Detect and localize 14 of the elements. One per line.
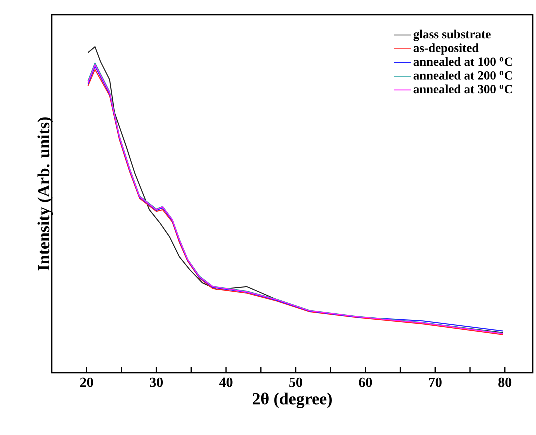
x-tick-label: 60 bbox=[359, 378, 372, 388]
x-tick-label: 80 bbox=[498, 378, 512, 388]
legend-label: glass substrate bbox=[414, 30, 491, 42]
x-tick-label: 30 bbox=[150, 378, 164, 388]
legend-label: annealed at 100 $^{o}$C bbox=[414, 57, 512, 66]
legend-label: as-deposited bbox=[414, 44, 479, 55]
y-axis-title: Intensity (Arb. units) bbox=[38, 118, 54, 271]
x-axis-title: 2θ (degree) bbox=[252, 392, 332, 408]
legend-label: annealed at 200 $^{o}$C bbox=[414, 71, 512, 80]
x-tick-label: 20 bbox=[80, 378, 94, 388]
x-tick-label: 70 bbox=[429, 378, 442, 388]
x-tick-label: 40 bbox=[219, 378, 233, 388]
x-tick-label: 50 bbox=[290, 378, 302, 388]
legend-label: annealed at 300 $^{o}$C bbox=[414, 84, 512, 94]
